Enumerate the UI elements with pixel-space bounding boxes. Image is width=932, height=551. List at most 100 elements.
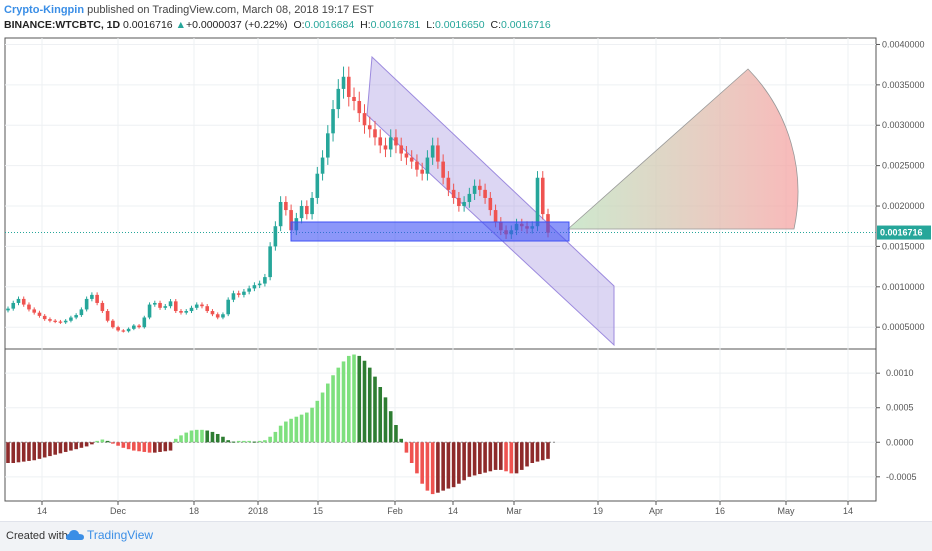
osc-bar bbox=[263, 440, 267, 443]
osc-bar bbox=[132, 442, 136, 451]
symbol-name: BINANCE:WTCBTC, 1D bbox=[4, 19, 121, 31]
osc-bar bbox=[221, 436, 225, 443]
candle-body bbox=[194, 304, 199, 308]
osc-bar bbox=[179, 435, 183, 443]
candle-body bbox=[289, 210, 293, 231]
osc-bar bbox=[48, 442, 52, 457]
osc-bar bbox=[126, 442, 131, 450]
footer: Created with TradingView bbox=[0, 521, 932, 551]
candle-body bbox=[63, 320, 68, 323]
candle-body bbox=[451, 189, 456, 198]
price-tick-label: 0.0020000 bbox=[882, 201, 925, 211]
candle-body bbox=[284, 201, 288, 211]
osc-bar bbox=[95, 440, 99, 443]
price-axis: 0.0005000 0.0010000 0.0015000 0.0020000 0.00… bbox=[876, 39, 931, 332]
tradingview-brand[interactable]: TradingView bbox=[66, 528, 153, 542]
candle-body bbox=[263, 277, 267, 284]
osc-bar bbox=[257, 440, 262, 443]
candle-body bbox=[409, 157, 414, 162]
author-name[interactable]: Crypto-Kingpin bbox=[4, 4, 85, 16]
time-tick-label: May bbox=[777, 506, 795, 516]
osc-bar bbox=[268, 436, 272, 443]
osc-bar bbox=[357, 355, 362, 443]
osc-bar bbox=[315, 400, 320, 443]
candle-body bbox=[346, 76, 351, 97]
candle-body bbox=[147, 304, 152, 318]
osc-bar bbox=[509, 442, 514, 474]
candle-body bbox=[16, 298, 21, 303]
osc-bar bbox=[493, 442, 498, 470]
candle-body bbox=[257, 283, 262, 286]
osc-bar bbox=[90, 442, 94, 445]
candle-body bbox=[326, 133, 330, 158]
candle-body bbox=[184, 311, 189, 313]
osc-bar bbox=[436, 442, 440, 493]
candle-body bbox=[168, 301, 173, 307]
candle-body bbox=[305, 206, 309, 215]
candle-body bbox=[221, 314, 225, 318]
time-tick-label: 2018 bbox=[248, 506, 268, 516]
osc-bar bbox=[69, 442, 73, 451]
candle-body bbox=[493, 210, 498, 223]
candle-body bbox=[152, 302, 157, 305]
osc-bar bbox=[168, 442, 173, 451]
time-tick-label: Mar bbox=[506, 506, 522, 516]
time-tick-label: 14 bbox=[448, 506, 458, 516]
time-tick-label: 14 bbox=[37, 506, 47, 516]
candle-body bbox=[404, 153, 409, 158]
osc-bar bbox=[289, 418, 293, 443]
candle-body bbox=[362, 113, 367, 126]
candle-body bbox=[231, 293, 236, 300]
price-tick-label: 0.0040000 bbox=[882, 39, 925, 49]
publish-info: published on TradingView.com, March 08, … bbox=[87, 4, 374, 16]
candle-body bbox=[278, 201, 283, 227]
osc-bar bbox=[399, 438, 404, 443]
osc-bar bbox=[137, 442, 141, 452]
candle-body bbox=[462, 201, 466, 207]
candle-body bbox=[42, 315, 47, 320]
time-tick-label: Apr bbox=[649, 506, 663, 516]
candle-body bbox=[357, 101, 362, 114]
osc-bar bbox=[79, 442, 84, 448]
osc-bar bbox=[184, 432, 189, 443]
low-value: 0.0016650 bbox=[434, 19, 485, 31]
candle-body bbox=[383, 145, 388, 150]
price-tick-label: 0.0030000 bbox=[882, 120, 925, 130]
osc-bar bbox=[483, 442, 487, 473]
candle-body bbox=[336, 88, 341, 110]
osc-bar bbox=[310, 407, 314, 443]
osc-bar bbox=[478, 442, 482, 475]
osc-bar bbox=[252, 441, 257, 443]
osc-bar bbox=[430, 442, 435, 495]
osc-bar bbox=[425, 442, 430, 491]
candle-body bbox=[252, 285, 257, 289]
osc-bar bbox=[320, 392, 325, 443]
osc-bar bbox=[388, 411, 393, 443]
osc-bar bbox=[514, 442, 519, 474]
osc-bar bbox=[352, 354, 356, 443]
candle-body bbox=[37, 312, 42, 316]
high-label: H: bbox=[360, 19, 371, 31]
osc-bar bbox=[499, 442, 503, 470]
candle-body bbox=[6, 308, 10, 311]
fan-projection bbox=[566, 68, 799, 230]
candle-body bbox=[121, 330, 126, 332]
osc-bar bbox=[284, 421, 288, 443]
osc-bar bbox=[210, 431, 215, 443]
osc-bar bbox=[215, 433, 220, 443]
osc-bar bbox=[152, 442, 157, 453]
candle-body bbox=[268, 246, 272, 278]
osc-bar bbox=[362, 360, 367, 443]
osc-bar bbox=[58, 442, 63, 454]
candle-body bbox=[200, 304, 204, 307]
candle-body bbox=[420, 169, 424, 174]
osc-bar bbox=[546, 442, 550, 459]
created-with-label: Created with bbox=[6, 530, 68, 542]
osc-bar bbox=[84, 442, 89, 447]
osc-bar bbox=[189, 430, 194, 443]
osc-bar bbox=[142, 442, 147, 452]
chart-canvas[interactable]: 0.0005000 0.0010000 0.0015000 0.0020000 0.00… bbox=[0, 0, 932, 521]
osc-bar bbox=[200, 429, 204, 443]
candle-body bbox=[425, 157, 430, 174]
candle-body bbox=[53, 320, 57, 322]
